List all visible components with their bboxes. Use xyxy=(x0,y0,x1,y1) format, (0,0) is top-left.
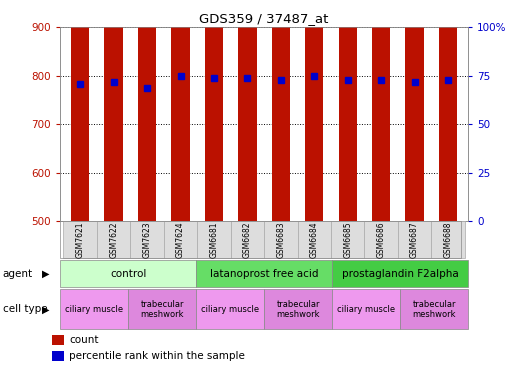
Bar xyxy=(332,289,400,329)
Text: prostaglandin F2alpha: prostaglandin F2alpha xyxy=(342,269,459,279)
Text: latanoprost free acid: latanoprost free acid xyxy=(210,269,319,279)
Bar xyxy=(400,289,468,329)
Bar xyxy=(172,0,190,221)
Bar xyxy=(238,0,257,221)
Text: ciliary muscle: ciliary muscle xyxy=(337,305,395,314)
Text: count: count xyxy=(69,335,98,345)
Text: ciliary muscle: ciliary muscle xyxy=(201,305,259,314)
Text: ▶: ▶ xyxy=(42,269,50,279)
Bar xyxy=(205,0,223,221)
Bar xyxy=(97,221,130,258)
Bar xyxy=(196,289,264,329)
Bar xyxy=(398,221,431,258)
Text: percentile rank within the sample: percentile rank within the sample xyxy=(69,351,245,361)
Text: control: control xyxy=(110,269,146,279)
Text: GSM6683: GSM6683 xyxy=(276,221,286,258)
Bar xyxy=(128,289,196,329)
Bar xyxy=(372,0,390,221)
Text: trabecular
meshwork: trabecular meshwork xyxy=(412,299,456,319)
Bar xyxy=(431,221,465,258)
Bar xyxy=(196,260,332,287)
Bar xyxy=(439,0,457,221)
Text: GSM6686: GSM6686 xyxy=(377,221,385,258)
Text: GSM6685: GSM6685 xyxy=(343,221,352,258)
Bar xyxy=(105,0,123,221)
Text: GSM7624: GSM7624 xyxy=(176,221,185,258)
Text: trabecular
meshwork: trabecular meshwork xyxy=(276,299,320,319)
Bar xyxy=(71,0,89,221)
Bar xyxy=(405,0,424,221)
Text: GSM6682: GSM6682 xyxy=(243,221,252,258)
Text: ▶: ▶ xyxy=(42,304,50,314)
Bar xyxy=(231,221,264,258)
Bar xyxy=(63,221,97,258)
Bar xyxy=(331,221,365,258)
Text: GSM6687: GSM6687 xyxy=(410,221,419,258)
Text: GSM7622: GSM7622 xyxy=(109,221,118,258)
Bar xyxy=(60,289,128,329)
Bar xyxy=(365,221,398,258)
Title: GDS359 / 37487_at: GDS359 / 37487_at xyxy=(199,12,329,25)
Text: GSM6681: GSM6681 xyxy=(209,221,219,258)
Bar xyxy=(197,221,231,258)
Bar xyxy=(264,289,332,329)
Text: GSM6688: GSM6688 xyxy=(444,221,452,258)
Text: agent: agent xyxy=(3,269,33,279)
Text: GSM6684: GSM6684 xyxy=(310,221,319,258)
Text: GSM7623: GSM7623 xyxy=(143,221,152,258)
Bar xyxy=(298,221,331,258)
Text: GSM7621: GSM7621 xyxy=(76,221,85,258)
Bar xyxy=(271,0,290,221)
Bar xyxy=(60,260,196,287)
Bar xyxy=(138,0,156,221)
Bar xyxy=(305,0,323,221)
Text: trabecular
meshwork: trabecular meshwork xyxy=(140,299,184,319)
Text: ciliary muscle: ciliary muscle xyxy=(65,305,123,314)
Bar xyxy=(332,260,468,287)
Text: cell type: cell type xyxy=(3,304,47,314)
Bar xyxy=(264,221,298,258)
Bar xyxy=(164,221,197,258)
Bar xyxy=(130,221,164,258)
Bar xyxy=(338,0,357,221)
